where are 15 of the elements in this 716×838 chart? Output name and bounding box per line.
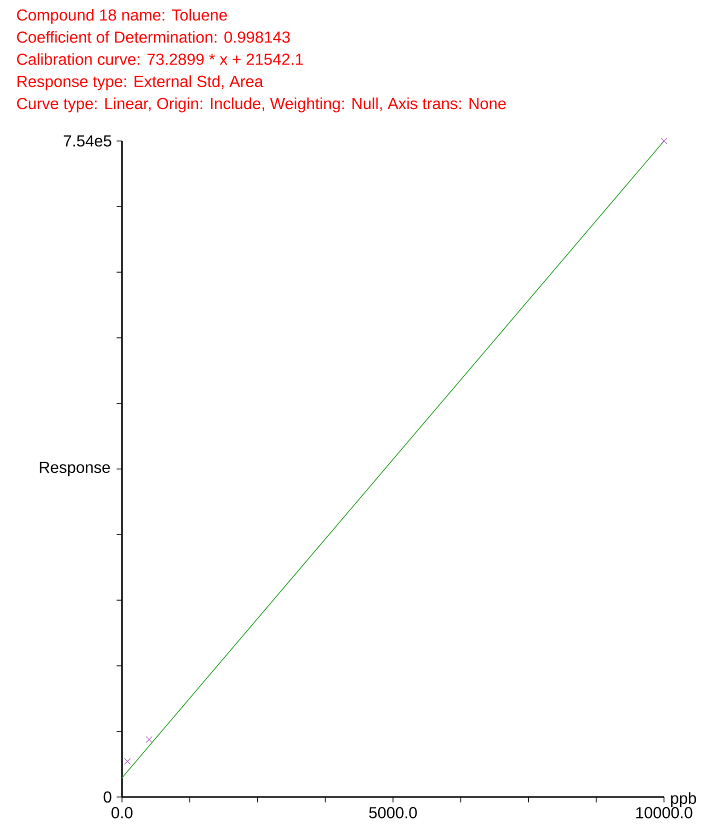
y-axis-title: Response — [40, 462, 110, 476]
x-axis-title: ppb — [671, 792, 696, 808]
x-tick-label: 10000.0 — [636, 807, 692, 818]
text: Response type: External Std, Area — [18, 75, 264, 90]
text: Calibration curve: 73.2899 * x + 21542.1 — [17, 53, 303, 65]
x-tick-label: 5000.0 — [369, 807, 417, 818]
point — [124, 758, 131, 765]
y-tick-label: 0 — [104, 791, 112, 803]
point — [660, 138, 668, 144]
text: Curve type: Linear, Origin: Include, Weighting: Null, Axis trans: None — [17, 97, 506, 112]
point — [146, 736, 152, 743]
y-tick-label: 7.54e5 — [64, 135, 112, 147]
x-tick-label: 0.0 — [112, 807, 133, 818]
text: Coefficient of Determination: 0.998143 — [17, 31, 290, 43]
chart-title: Compound 18 name: Toluene — [17, 8, 227, 24]
